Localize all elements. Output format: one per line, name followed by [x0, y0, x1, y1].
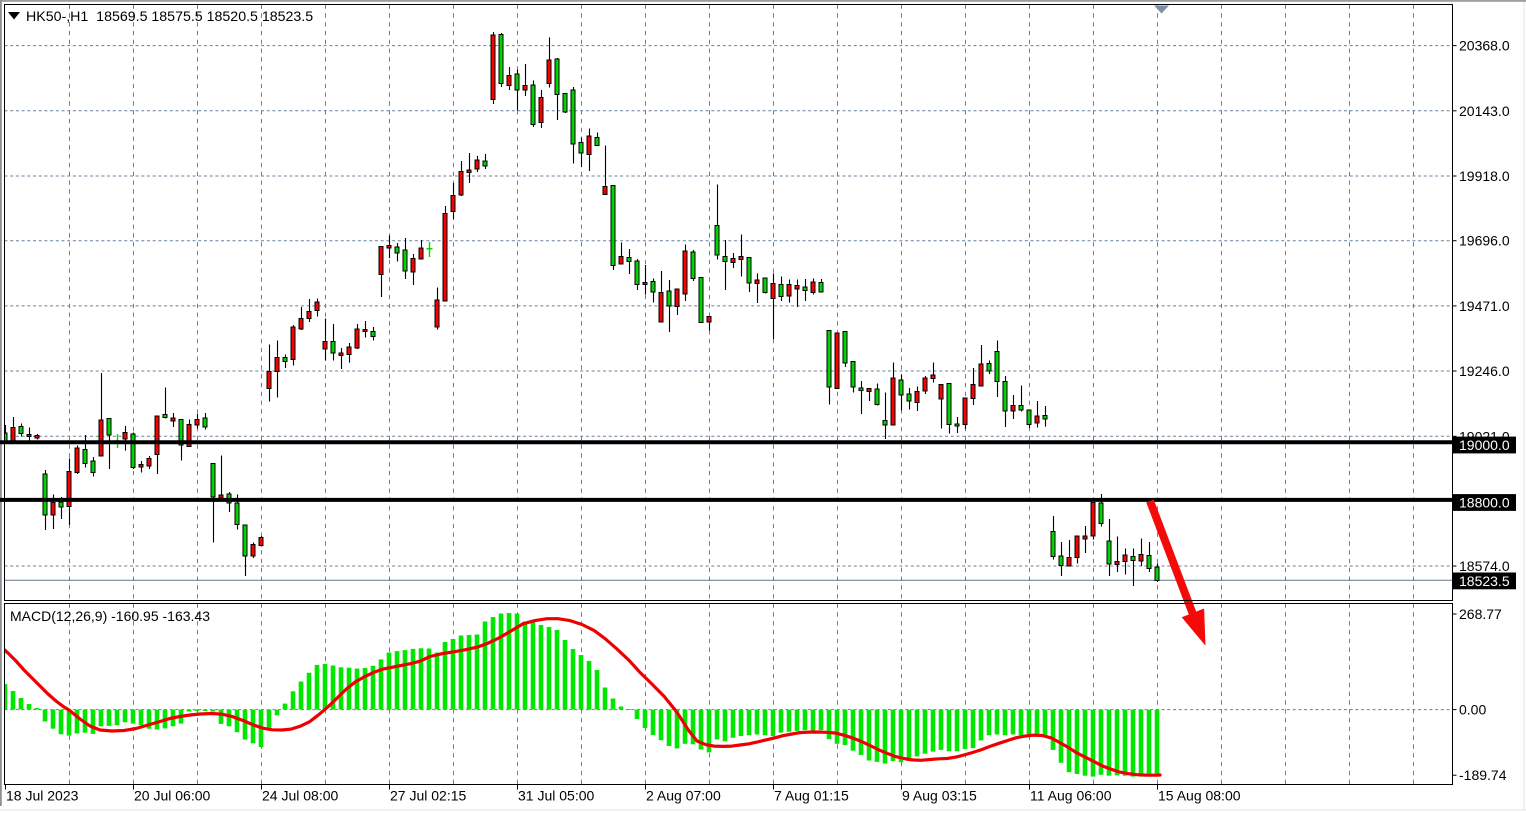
- svg-text:0.00: 0.00: [1459, 702, 1486, 718]
- svg-text:19918.0: 19918.0: [1459, 168, 1510, 184]
- svg-text:27 Jul 02:15: 27 Jul 02:15: [390, 788, 466, 804]
- svg-text:18 Jul 2023: 18 Jul 2023: [6, 788, 79, 804]
- svg-text:2 Aug 07:00: 2 Aug 07:00: [646, 788, 721, 804]
- svg-text:19471.0: 19471.0: [1459, 298, 1510, 314]
- svg-text:20368.0: 20368.0: [1459, 38, 1510, 54]
- svg-text:11 Aug 06:00: 11 Aug 06:00: [1030, 788, 1112, 804]
- svg-text:31 Jul 05:00: 31 Jul 05:00: [518, 788, 594, 804]
- svg-text:20 Jul 06:00: 20 Jul 06:00: [134, 788, 210, 804]
- svg-text:19000.0: 19000.0: [1459, 437, 1510, 453]
- svg-text:19696.0: 19696.0: [1459, 233, 1510, 249]
- svg-text:24 Jul 08:00: 24 Jul 08:00: [262, 788, 338, 804]
- svg-text:268.77: 268.77: [1459, 606, 1502, 622]
- svg-text:19246.0: 19246.0: [1459, 363, 1510, 379]
- svg-text:HK50-,H1 18569.5 18575.5 1852: HK50-,H1 18569.5 18575.5 18520.5 18523.5: [26, 9, 313, 25]
- svg-text:-189.74: -189.74: [1459, 767, 1507, 783]
- svg-text:20143.0: 20143.0: [1459, 103, 1510, 119]
- svg-text:15 Aug 08:00: 15 Aug 08:00: [1158, 788, 1241, 804]
- svg-text:MACD(12,26,9) -160.95 -163.43: MACD(12,26,9) -160.95 -163.43: [10, 608, 210, 624]
- svg-text:18800.0: 18800.0: [1459, 495, 1510, 511]
- svg-text:18523.5: 18523.5: [1459, 573, 1510, 589]
- svg-text:9 Aug 03:15: 9 Aug 03:15: [902, 788, 977, 804]
- svg-text:7 Aug 01:15: 7 Aug 01:15: [774, 788, 849, 804]
- svg-text:18574.0: 18574.0: [1459, 558, 1510, 574]
